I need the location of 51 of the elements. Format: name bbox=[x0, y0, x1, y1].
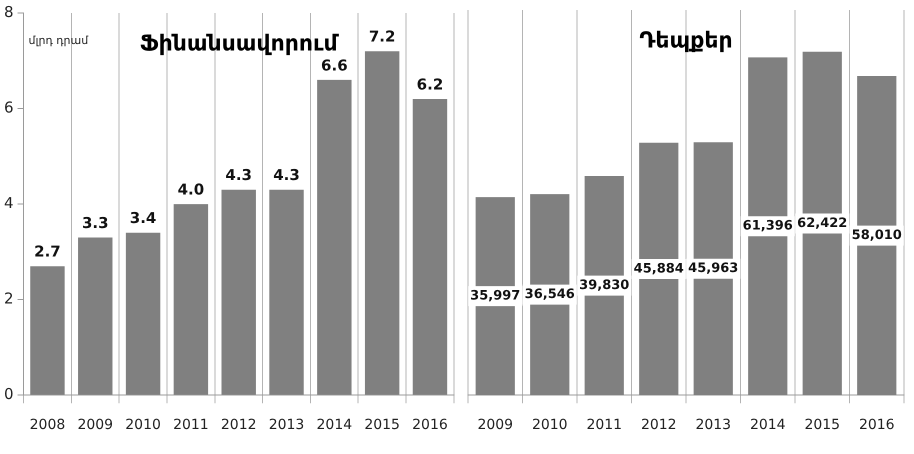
x-tick-label: 2013 bbox=[268, 417, 304, 434]
x-tick-label: 2012 bbox=[220, 417, 257, 434]
y-tick-label: 6 bbox=[4, 98, 14, 116]
bar bbox=[364, 51, 400, 395]
x-tick-label: 2011 bbox=[586, 417, 622, 434]
x-tick-label: 2014 bbox=[316, 417, 352, 434]
data-label: 6.2 bbox=[416, 75, 444, 94]
chart-title: Դեպքեր bbox=[639, 28, 733, 54]
data-label: 4.3 bbox=[273, 166, 300, 184]
data-label: 45,884 bbox=[634, 261, 684, 276]
x-tick-label: 2009 bbox=[77, 417, 114, 434]
data-label: 35,997 bbox=[470, 288, 520, 304]
data-label: 2.7 bbox=[34, 242, 61, 261]
data-label: 62,422 bbox=[797, 216, 848, 231]
x-tick-label: 2010 bbox=[532, 417, 568, 434]
x-tick-label: 2016 bbox=[858, 417, 895, 434]
bar bbox=[317, 80, 352, 395]
x-tick-label: 2012 bbox=[640, 417, 677, 434]
bar bbox=[78, 238, 112, 395]
data-label: 61,396 bbox=[742, 218, 793, 234]
y-tick-label: 2 bbox=[4, 290, 14, 308]
y-tick-label: 4 bbox=[4, 194, 14, 212]
data-label: 58,010 bbox=[852, 228, 902, 243]
data-label: 4.0 bbox=[178, 180, 204, 198]
data-label: 6.6 bbox=[321, 56, 348, 74]
bar bbox=[412, 98, 448, 395]
data-label: 36,546 bbox=[524, 287, 575, 302]
x-tick-label: 2016 bbox=[412, 417, 448, 434]
data-label: 45,963 bbox=[688, 261, 738, 276]
x-tick-label: 2010 bbox=[125, 417, 161, 434]
bar bbox=[30, 266, 65, 395]
y-axis-title: մլրդ դրամ bbox=[28, 34, 90, 47]
x-tick-label: 2008 bbox=[30, 417, 66, 434]
x-tick-label: 2014 bbox=[750, 417, 786, 434]
text: Ֆինանսավորում bbox=[140, 32, 340, 57]
bar bbox=[221, 190, 256, 395]
x-tick-label: 2015 bbox=[364, 417, 400, 434]
bar bbox=[126, 232, 160, 395]
y-tick-label: 0 bbox=[4, 385, 14, 404]
x-tick-label: 2009 bbox=[477, 417, 514, 434]
data-label: 3.4 bbox=[130, 209, 156, 228]
data-label: 3.3 bbox=[82, 214, 109, 232]
bar bbox=[174, 204, 208, 395]
y-tick-label: 8 bbox=[4, 2, 14, 21]
data-label: 7.2 bbox=[368, 28, 396, 46]
x-tick-label: 2013 bbox=[695, 417, 732, 434]
x-tick-label: 2015 bbox=[804, 417, 840, 434]
x-tick-label: 2011 bbox=[173, 417, 209, 434]
bar bbox=[269, 190, 304, 395]
data-label: 4.3 bbox=[225, 166, 252, 184]
data-label: 39,830 bbox=[579, 278, 630, 293]
